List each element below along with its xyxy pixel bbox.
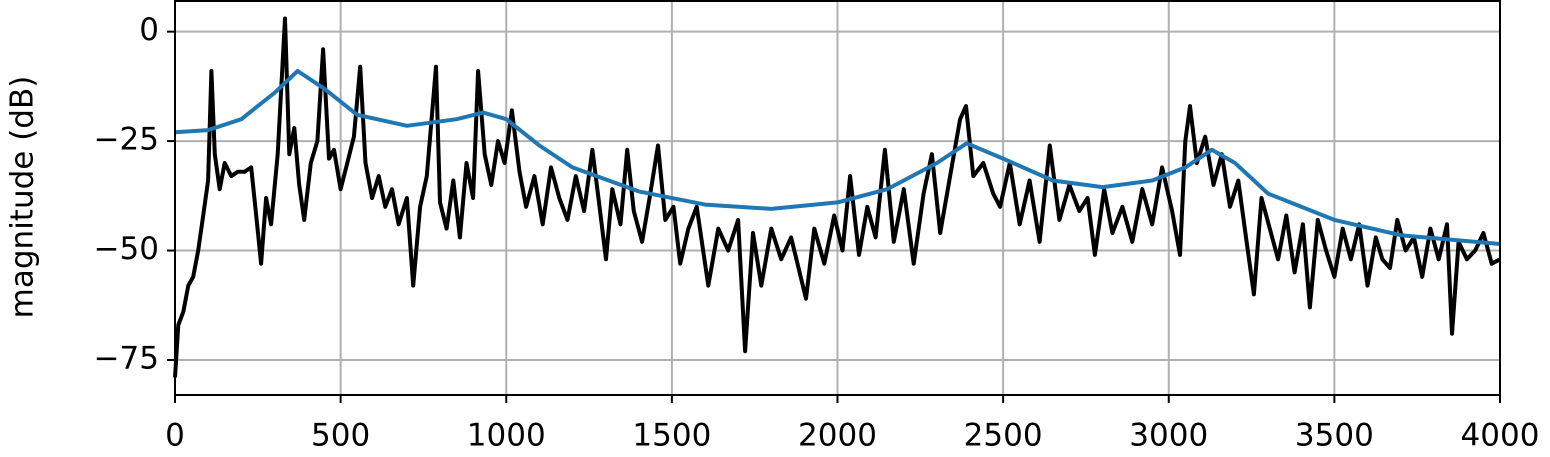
- y-tick-label: −50: [94, 231, 159, 267]
- series-line: [174, 69, 1501, 246]
- x-tick-label: 3000: [1129, 418, 1208, 454]
- x-tick-label: 1000: [467, 418, 546, 454]
- plot-frame: [174, 0, 1501, 396]
- x-tick-label: 500: [311, 418, 370, 454]
- x-tick-label: 4000: [1461, 418, 1540, 454]
- x-tick-label: 3500: [1295, 418, 1374, 454]
- y-axis-label: magnitude (dB): [5, 76, 41, 319]
- x-tick-label: 2000: [798, 418, 877, 454]
- y-tick-label: −75: [94, 340, 159, 376]
- x-tick-label: 0: [165, 418, 185, 454]
- y-tick-label: 0: [139, 12, 159, 48]
- series-line: [173, 16, 1501, 378]
- x-tick-label: 2500: [964, 418, 1043, 454]
- x-tick-label: 1500: [632, 418, 711, 454]
- y-tick-label: −25: [94, 122, 159, 158]
